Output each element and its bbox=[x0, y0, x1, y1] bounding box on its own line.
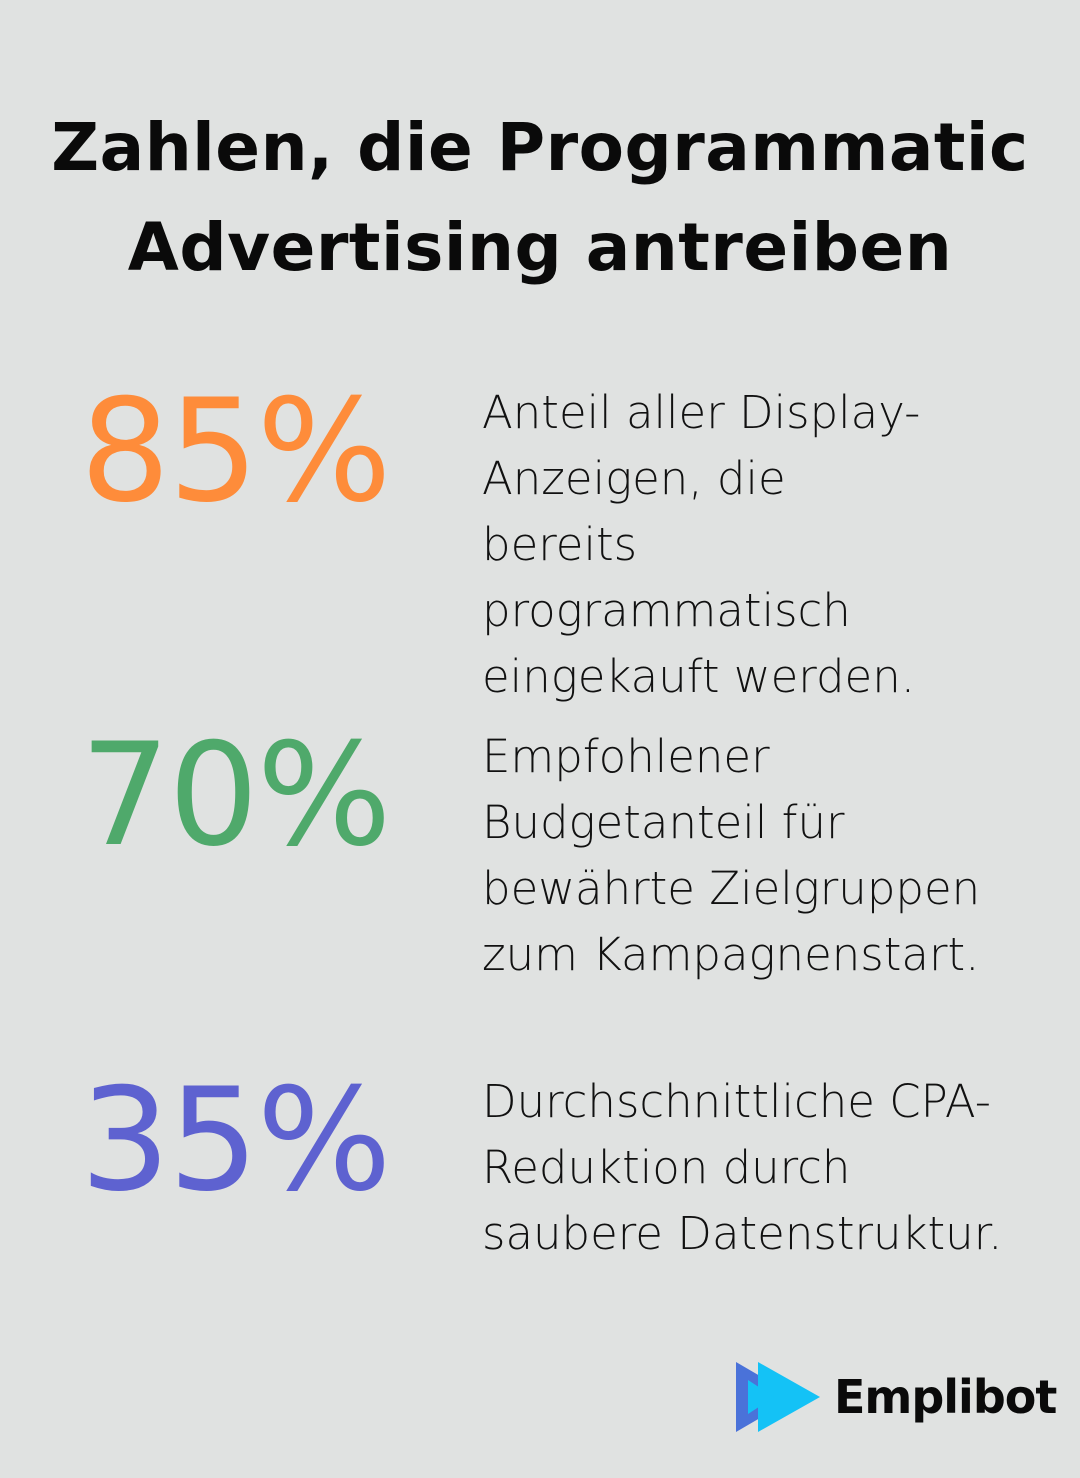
stat-description: Anteil aller Display-Anzeigen, die berei… bbox=[482, 386, 921, 703]
page-title: Zahlen, die Programmatic Advertising ant… bbox=[0, 98, 1080, 298]
stat-description: Empfohlener Budgetanteil für bewährte Zi… bbox=[482, 730, 981, 981]
stat-item: 85% Anteil aller Display-Anzeigen, die b… bbox=[0, 369, 1080, 704]
stat-value: 85% bbox=[80, 369, 392, 534]
logo-text: Emplibot bbox=[834, 1370, 1057, 1424]
stat-value: 35% bbox=[80, 1058, 392, 1223]
title-line-1: Zahlen, die Programmatic bbox=[51, 109, 1029, 186]
stat-item: 35% Durchschnittliche CPA-Reduktion durc… bbox=[0, 1061, 1080, 1361]
title-line-2: Advertising antreiben bbox=[127, 209, 953, 286]
stat-item: 70% Empfohlener Budgetanteil für bewährt… bbox=[0, 716, 1080, 1016]
stat-value: 70% bbox=[80, 713, 392, 878]
play-forward-icon bbox=[736, 1362, 820, 1432]
stat-description: Durchschnittliche CPA-Reduktion durch sa… bbox=[482, 1075, 1003, 1260]
emplibot-logo: Emplibot bbox=[736, 1362, 1057, 1432]
